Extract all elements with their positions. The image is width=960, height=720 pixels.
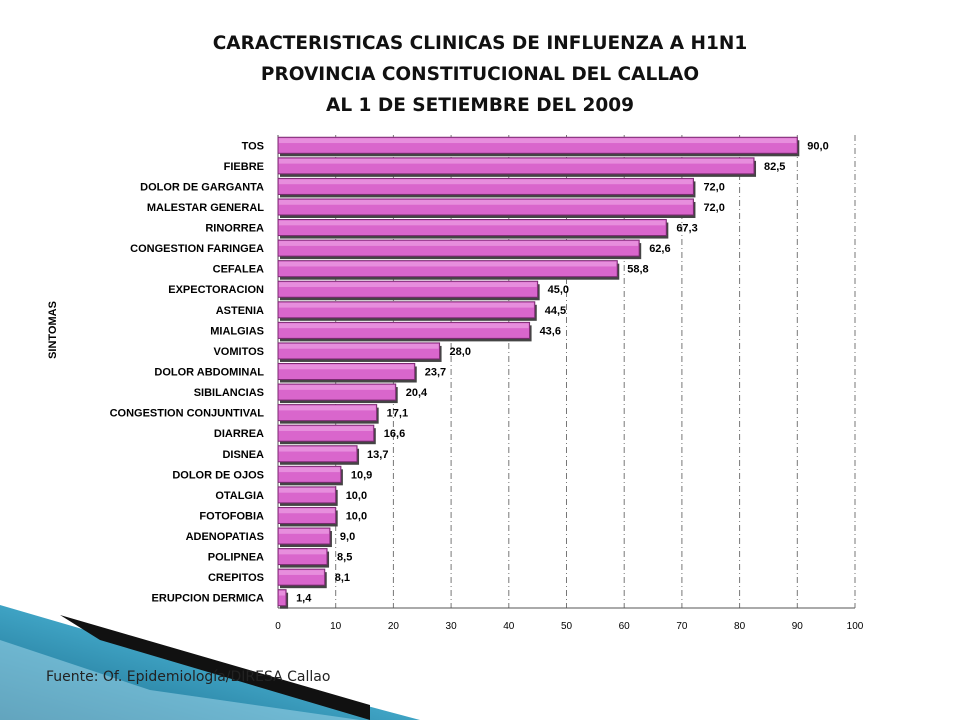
value-label: 72,0 — [703, 181, 724, 193]
x-tick-label: 80 — [734, 621, 746, 632]
category-label: POLIPNEA — [208, 552, 264, 564]
decor-stroke-dark — [60, 615, 370, 720]
category-label: ASTENIA — [216, 305, 264, 317]
bar-highlight — [279, 549, 327, 555]
value-label: 13,7 — [367, 449, 388, 461]
x-tick-label: 20 — [388, 621, 400, 632]
category-label: DIARREA — [214, 428, 264, 440]
bar-highlight — [279, 385, 395, 390]
bar-highlight — [279, 487, 335, 493]
title-line-2: PROVINCIA CONSTITUCIONAL DEL CALLAO — [260, 64, 700, 85]
category-label: DOLOR ABDOMINAL — [154, 367, 264, 379]
bar-highlight — [279, 241, 639, 246]
x-tick-label: 50 — [561, 621, 573, 632]
bar-highlight — [279, 446, 357, 452]
value-label: 10,9 — [351, 469, 372, 481]
bar-highlight — [279, 426, 373, 431]
bar-highlight — [279, 570, 324, 575]
value-labels: 90,0 82,5 72,0 72,0 67,3 62,658,8 45,0 44,5 43,6… — [296, 140, 829, 604]
bar-highlight — [279, 199, 693, 205]
value-label: 8,1 — [335, 572, 350, 584]
bar-highlight — [279, 282, 537, 288]
category-label: MIALGIAS — [210, 325, 264, 337]
value-label: 44,5 — [545, 305, 566, 317]
x-tick-label: 100 — [847, 621, 864, 632]
value-label: 43,6 — [540, 325, 561, 337]
value-label: 82,5 — [764, 161, 785, 173]
value-label: 1,4 — [296, 593, 312, 605]
category-labels: TOS FIEBRE DOLOR DE GARGANTA MALESTAR GENER… — [110, 140, 265, 604]
value-label: 9,0 — [340, 531, 355, 543]
category-label: ADENOPATIAS — [186, 531, 264, 543]
category-label: EXPECTORACION — [168, 284, 264, 296]
value-label: 58,8 — [627, 264, 648, 276]
x-tick-label: 60 — [619, 621, 631, 632]
x-tick-label: 0 — [275, 621, 281, 632]
value-label: 90,0 — [807, 140, 828, 152]
bar-highlight — [279, 323, 529, 329]
bar-highlight — [279, 179, 693, 185]
x-tick-label: 70 — [676, 621, 688, 632]
category-label: CEFALEA — [213, 264, 264, 276]
category-label: DOLOR DE OJOS — [172, 469, 264, 481]
source-note: Fuente: Of. Epidemiología/DIRESA Callao — [46, 669, 331, 685]
category-label: CONGESTION CONJUNTIVAL — [110, 408, 265, 420]
title-line-3: AL 1 DE SETIEMBRE DEL 2009 — [326, 95, 634, 116]
value-label: 72,0 — [703, 202, 724, 214]
bar-highlight — [279, 158, 754, 164]
category-label: MALESTAR GENERAL — [147, 202, 264, 214]
bar-highlight — [279, 220, 666, 226]
value-label: 17,1 — [387, 408, 408, 420]
bar-highlight — [279, 138, 797, 144]
bar — [277, 589, 287, 607]
bar-highlight — [279, 343, 439, 349]
category-label: OTALGIA — [215, 490, 264, 502]
x-tick-label: 10 — [330, 621, 342, 632]
value-label: 45,0 — [548, 284, 569, 296]
bars — [277, 136, 800, 609]
bar-highlight — [279, 467, 340, 473]
category-label: TOS — [242, 140, 264, 152]
x-tick-label: 90 — [792, 621, 804, 632]
y-axis-label: SINTOMAS — [47, 301, 59, 359]
value-label: 10,0 — [346, 490, 367, 502]
value-label: 67,3 — [676, 223, 697, 235]
value-label: 28,0 — [450, 346, 471, 358]
category-label: DISNEA — [222, 449, 264, 461]
bar-highlight — [279, 529, 329, 534]
category-label: CONGESTION FARINGEA — [130, 243, 264, 255]
category-label: VOMITOS — [213, 346, 264, 358]
bar-highlight — [279, 261, 617, 267]
bar-highlight — [279, 302, 534, 308]
title-line-1: CARACTERISTICAS CLINICAS DE INFLUENZA A … — [212, 33, 748, 54]
value-label: 8,5 — [337, 552, 352, 564]
category-label: ERUPCION DERMICA — [152, 593, 265, 605]
chart-title: CARACTERISTICAS CLINICAS DE INFLUENZA A … — [0, 28, 960, 121]
bar-highlight — [279, 405, 376, 411]
bar-highlight — [279, 590, 286, 596]
bar-highlight — [279, 508, 335, 514]
x-tick-label: 30 — [446, 621, 458, 632]
x-tick-label: 40 — [503, 621, 515, 632]
value-label: 16,6 — [384, 428, 405, 440]
value-label: 10,0 — [346, 510, 367, 522]
category-label: DOLOR DE GARGANTA — [140, 181, 264, 193]
category-label: CREPITOS — [208, 572, 264, 584]
category-label: FOTOFOBIA — [199, 510, 264, 522]
value-label: 20,4 — [406, 387, 428, 399]
value-label: 23,7 — [425, 367, 446, 379]
category-label: FIEBRE — [224, 161, 264, 173]
category-label: SIBILANCIAS — [194, 387, 264, 399]
value-label: 62,6 — [649, 243, 670, 255]
category-label: RINORREA — [205, 223, 264, 235]
bar-highlight — [279, 364, 414, 370]
x-tick-labels: 0 10 20 30 40 50 60 70 80 90 100 — [275, 621, 864, 632]
decor-stroke-light — [0, 640, 360, 720]
